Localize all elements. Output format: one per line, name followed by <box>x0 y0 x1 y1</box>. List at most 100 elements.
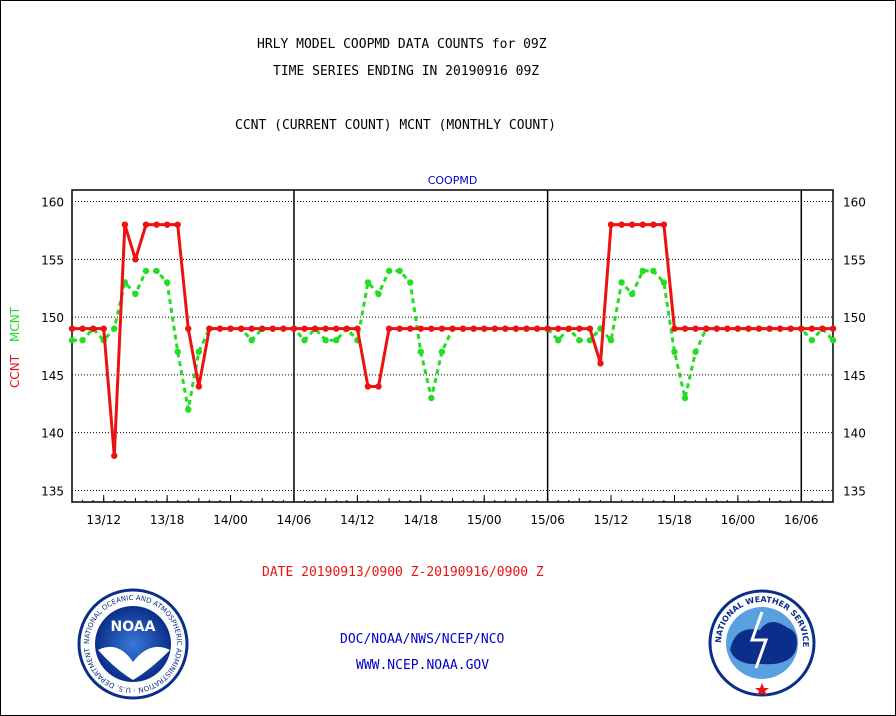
data-point-ccnt <box>776 325 784 332</box>
data-point-mcnt <box>428 394 435 402</box>
y-tick-label: 155 <box>41 253 64 267</box>
data-point-mcnt <box>829 337 837 344</box>
x-tick-label: 15/18 <box>657 513 692 527</box>
y-tick-label-right: 145 <box>843 369 866 383</box>
data-point-ccnt <box>407 325 414 332</box>
data-point-ccnt <box>237 325 245 332</box>
x-tick-label: 14/12 <box>340 513 375 527</box>
data-point-ccnt <box>586 325 594 332</box>
data-point-mcnt <box>650 267 657 275</box>
noaa-logo-text: NOAA <box>111 619 156 635</box>
data-point-ccnt <box>544 325 551 332</box>
data-point-mcnt <box>396 267 403 275</box>
data-point-ccnt <box>153 221 160 228</box>
data-point-mcnt <box>692 348 699 355</box>
data-point-mcnt <box>671 348 678 355</box>
data-point-ccnt <box>639 221 646 228</box>
data-point-ccnt <box>195 383 203 390</box>
data-point-mcnt <box>554 337 562 344</box>
data-point-ccnt <box>766 325 773 332</box>
x-tick-label: 13/18 <box>150 513 185 527</box>
data-point-mcnt <box>628 290 636 298</box>
x-tick-label: 15/06 <box>530 513 565 527</box>
data-point-ccnt <box>618 221 625 228</box>
data-point-ccnt <box>459 325 467 332</box>
data-point-ccnt <box>819 325 826 332</box>
data-point-ccnt <box>311 325 319 332</box>
x-tick-label: 13/12 <box>86 513 121 527</box>
data-point-ccnt <box>512 325 520 332</box>
data-point-ccnt <box>533 325 541 332</box>
data-point-ccnt <box>185 325 192 332</box>
data-point-ccnt <box>755 325 763 332</box>
data-point-ccnt <box>343 325 351 332</box>
data-point-ccnt <box>163 221 171 228</box>
data-point-ccnt <box>354 325 361 332</box>
y-axis-label-mcnt: MCNT <box>8 306 22 342</box>
data-point-ccnt <box>100 325 107 332</box>
data-point-ccnt <box>713 325 720 332</box>
data-point-ccnt <box>227 325 234 332</box>
data-point-ccnt <box>607 221 615 228</box>
data-point-mcnt <box>808 337 816 344</box>
data-point-mcnt <box>174 348 181 355</box>
data-point-ccnt <box>301 325 308 332</box>
x-tick-label: 16/00 <box>721 513 756 527</box>
data-point-ccnt <box>89 325 97 332</box>
data-point-ccnt <box>628 221 636 228</box>
data-point-ccnt <box>290 325 298 332</box>
data-point-mcnt <box>333 337 340 344</box>
data-point-ccnt <box>121 221 129 228</box>
data-point-ccnt <box>269 325 277 332</box>
data-point-mcnt <box>364 279 372 286</box>
y-tick-label: 135 <box>41 484 64 498</box>
data-point-ccnt <box>322 325 329 332</box>
data-point-mcnt <box>681 394 689 402</box>
svg-text:NATIONAL OCEANIC AND ATMOSPHER: NATIONAL OCEANIC AND ATMOSPHERIC ADMINIS… <box>0 8 183 694</box>
data-point-ccnt <box>68 325 76 332</box>
org-label: DOC/NOAA/NWS/NCEP/NCO <box>340 632 505 647</box>
x-tick-label: 16/06 <box>784 513 819 527</box>
data-point-mcnt <box>111 325 118 332</box>
x-tick-label: 15/00 <box>467 513 502 527</box>
data-point-ccnt <box>787 325 794 332</box>
data-point-ccnt <box>333 325 340 332</box>
y-tick-label: 140 <box>41 427 64 441</box>
data-point-ccnt <box>523 325 530 332</box>
data-point-ccnt <box>650 221 657 228</box>
data-point-ccnt <box>364 383 372 390</box>
x-tick-label: 14/00 <box>213 513 248 527</box>
data-point-mcnt <box>68 337 76 344</box>
data-point-mcnt <box>153 267 160 275</box>
data-point-mcnt <box>407 279 414 286</box>
data-point-ccnt <box>375 383 382 390</box>
data-point-mcnt <box>639 267 646 275</box>
data-point-ccnt <box>829 325 837 332</box>
nws-logo: NATIONAL WEATHER SERVICE <box>708 589 816 697</box>
x-tick-label: 15/12 <box>594 513 629 527</box>
data-point-mcnt <box>607 337 615 344</box>
data-point-ccnt <box>206 325 213 332</box>
data-point-ccnt <box>660 221 668 228</box>
data-point-ccnt <box>132 256 139 263</box>
y-tick-label-right: 140 <box>843 427 866 441</box>
data-point-ccnt <box>798 325 805 332</box>
data-point-mcnt <box>576 337 583 344</box>
data-point-ccnt <box>174 221 181 228</box>
data-point-ccnt <box>554 325 562 332</box>
panel-label: COOPMD <box>428 174 478 187</box>
y-tick-label: 150 <box>41 311 64 325</box>
data-point-mcnt <box>438 348 446 355</box>
data-point-mcnt <box>185 406 192 413</box>
data-point-ccnt <box>385 325 393 332</box>
data-point-ccnt <box>597 360 604 367</box>
chart-title: HRLY MODEL COOPMD DATA COUNTS for 09Z <box>257 37 547 52</box>
noaa-logo: NATIONAL OCEANIC AND ATMOSPHERIC ADMINIS… <box>0 8 189 700</box>
data-point-mcnt <box>417 348 424 355</box>
data-point-ccnt <box>449 325 456 332</box>
y-tick-label: 145 <box>41 369 64 383</box>
data-point-ccnt <box>216 325 224 332</box>
y-tick-label-right: 150 <box>843 311 866 325</box>
data-point-ccnt <box>428 325 435 332</box>
data-point-ccnt <box>692 325 699 332</box>
